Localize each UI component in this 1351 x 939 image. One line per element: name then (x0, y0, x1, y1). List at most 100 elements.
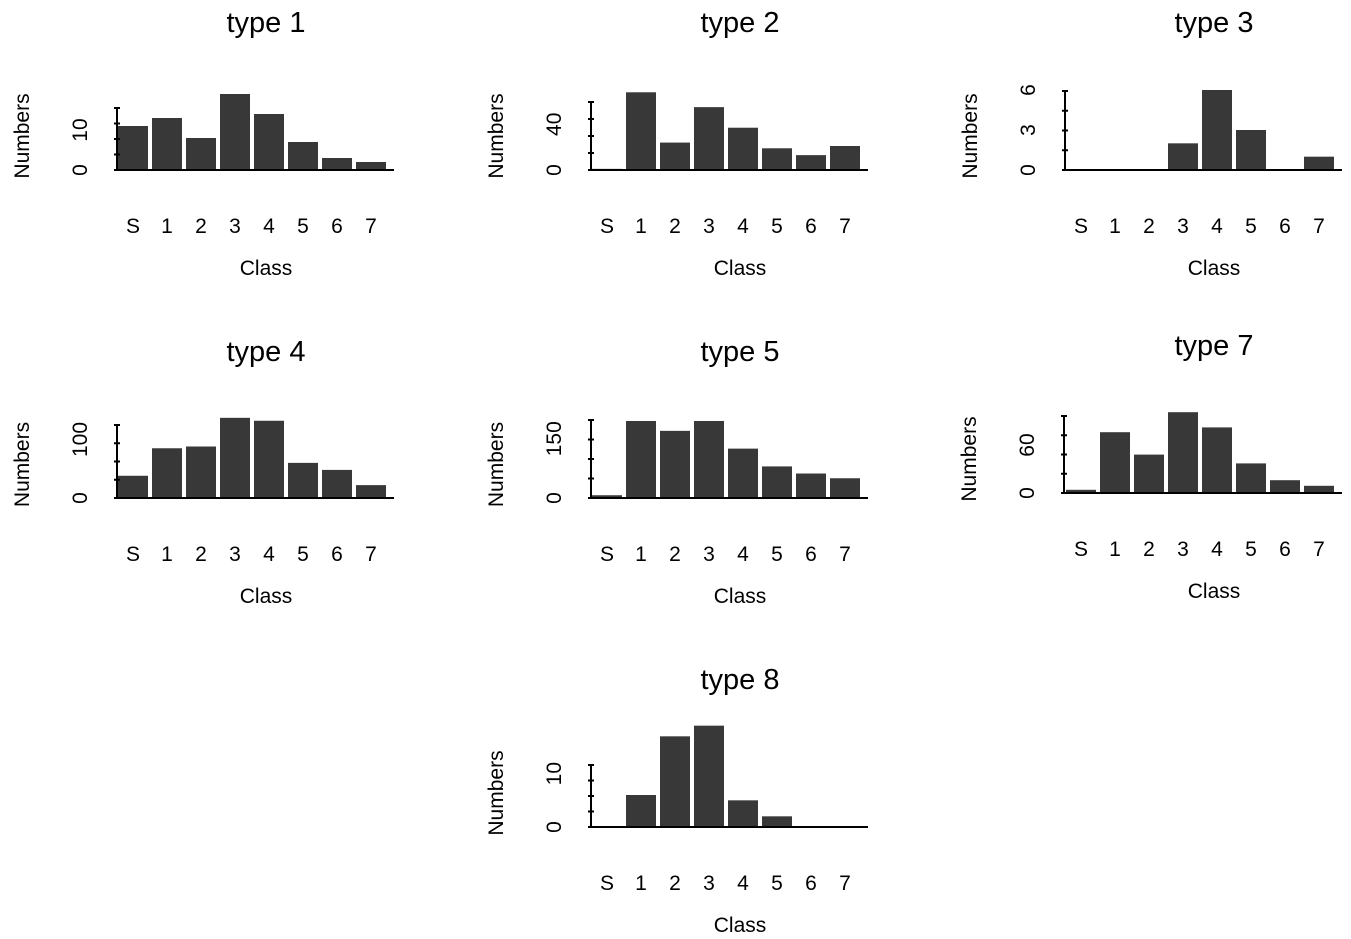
x-tick-label: 2 (669, 543, 681, 566)
x-axis-title: Class (714, 585, 767, 608)
chart-panel-7: type 8 0 10 Numbers S 1 2 3 4 5 6 7 Class (485, 664, 868, 937)
bar-1 (152, 448, 182, 498)
y-tick-label: 0 (543, 821, 566, 833)
y-axis-title: Numbers (11, 422, 34, 507)
bar-7 (1304, 156, 1334, 170)
bar-5 (762, 816, 792, 827)
y-axis-title: Numbers (485, 422, 508, 507)
chart-panel-1: type 1 0 10 Numbers S 1 2 3 4 5 6 7 Class (11, 7, 394, 280)
bar-5 (762, 148, 792, 170)
bar-3 (220, 94, 250, 170)
x-tick-label: 7 (839, 543, 851, 566)
y-tick-label: 0 (69, 492, 92, 504)
bar-5 (288, 462, 318, 498)
bar-5 (1236, 130, 1266, 170)
bar-6 (796, 473, 826, 498)
x-tick-label: 1 (161, 543, 173, 566)
bar-4 (728, 800, 758, 827)
bar-2 (186, 138, 216, 170)
x-tick-label: 6 (1279, 215, 1291, 238)
x-axis-title: Class (1188, 257, 1241, 280)
x-tick-label: 2 (1143, 538, 1155, 561)
bar-4 (728, 127, 758, 170)
bar-7 (356, 162, 386, 170)
x-axis-title: Class (240, 585, 293, 608)
chart-title: type 4 (227, 336, 306, 368)
x-tick-label: 4 (263, 215, 275, 238)
bar-1 (626, 795, 656, 827)
y-axis-title: Numbers (11, 93, 34, 178)
bar-5 (762, 466, 792, 498)
bar-4 (254, 114, 284, 170)
bar-S (118, 475, 148, 498)
bar-7 (830, 146, 860, 170)
bar-1 (626, 420, 656, 498)
y-tick-label: 40 (543, 113, 566, 136)
x-tick-label: 5 (1245, 538, 1257, 561)
y-tick-label: 0 (1016, 487, 1039, 499)
y-tick-label: 3 (1017, 124, 1040, 136)
x-tick-label: 7 (365, 215, 377, 238)
bar-3 (694, 420, 724, 498)
x-tick-label: 4 (1211, 215, 1223, 238)
x-tick-label: 3 (229, 543, 241, 566)
y-tick-label: 0 (69, 164, 92, 176)
y-tick-label: 6 (1017, 84, 1040, 96)
bar-2 (186, 446, 216, 498)
x-tick-label: S (126, 543, 140, 566)
x-tick-label: 3 (703, 543, 715, 566)
x-tick-label: 5 (297, 215, 309, 238)
chart-title: type 2 (701, 7, 780, 39)
chart-title: type 5 (701, 336, 780, 368)
x-tick-label: 6 (331, 215, 343, 238)
x-tick-label: 4 (737, 872, 749, 895)
x-tick-label: 1 (1109, 215, 1121, 238)
x-tick-label: 5 (297, 543, 309, 566)
y-tick-label: 0 (543, 164, 566, 176)
y-tick-label: 100 (69, 422, 92, 457)
bar-3 (694, 107, 724, 170)
bar-2 (1134, 454, 1164, 493)
x-tick-label: 4 (1211, 538, 1223, 561)
bar-4 (1202, 427, 1232, 493)
x-tick-label: S (126, 215, 140, 238)
bar-6 (796, 155, 826, 170)
bar-4 (728, 448, 758, 498)
chart-title: type 7 (1175, 330, 1254, 362)
x-tick-label: 7 (1313, 215, 1325, 238)
bar-S (1066, 489, 1096, 493)
bar-6 (322, 469, 352, 498)
y-tick-label: 10 (543, 762, 566, 785)
x-tick-label: 3 (703, 215, 715, 238)
bar-4 (254, 420, 284, 498)
x-tick-label: 4 (737, 215, 749, 238)
x-tick-label: 4 (737, 543, 749, 566)
x-tick-label: 2 (669, 872, 681, 895)
bar-2 (660, 142, 690, 170)
x-tick-label: 1 (635, 872, 647, 895)
chart-panel-4: type 4 0 100 Numbers S 1 2 3 4 5 6 7 Class (11, 336, 394, 608)
x-tick-label: 3 (1177, 538, 1189, 561)
y-tick-label: 0 (1017, 164, 1040, 176)
bar-1 (152, 118, 182, 170)
x-tick-label: 6 (805, 872, 817, 895)
x-tick-label: 2 (195, 215, 207, 238)
x-tick-label: 6 (805, 215, 817, 238)
x-tick-label: 6 (1279, 538, 1291, 561)
y-axis-title: Numbers (485, 93, 508, 178)
bar-3 (1168, 143, 1198, 170)
bar-7 (830, 478, 860, 498)
x-axis-title: Class (240, 257, 293, 280)
x-tick-label: 1 (1109, 538, 1121, 561)
bar-3 (1168, 412, 1198, 493)
y-axis-title: Numbers (959, 93, 982, 178)
y-tick-label: 150 (543, 421, 566, 456)
y-axis-title: Numbers (958, 416, 981, 501)
bar-2 (660, 430, 690, 498)
x-axis-title: Class (1188, 580, 1241, 603)
chart-panel-6: type 7 0 60 Numbers S 1 2 3 4 5 6 7 Class (958, 330, 1342, 603)
chart-title: type 1 (227, 7, 306, 39)
bar-6 (1270, 480, 1300, 493)
bar-S (118, 126, 148, 170)
